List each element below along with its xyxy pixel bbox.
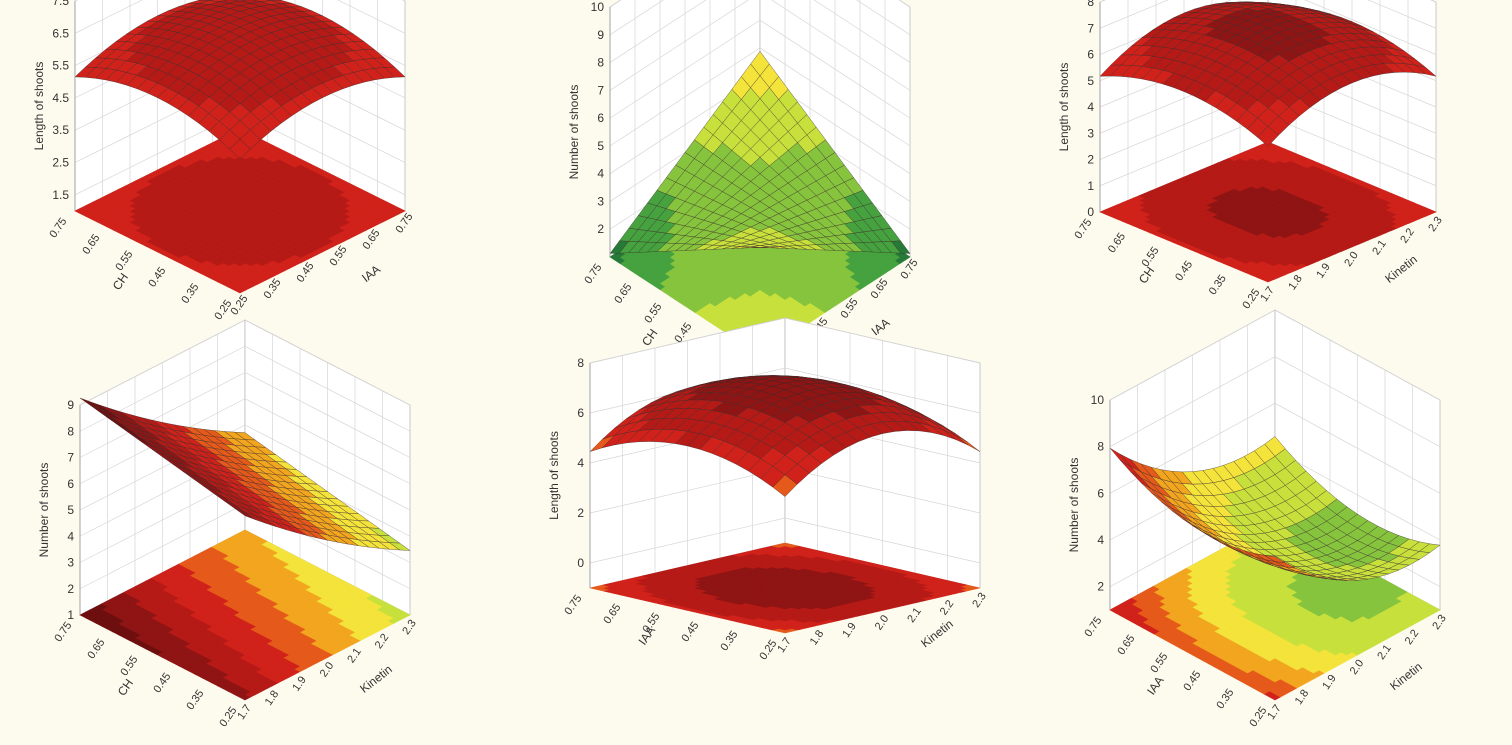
x-tick-label: 1.8 bbox=[263, 688, 282, 707]
x-tick-label: 1.7 bbox=[235, 703, 254, 722]
x-tick-label: 2.1 bbox=[1370, 238, 1389, 257]
y-tick-label: 0.35 bbox=[179, 281, 201, 305]
z-axis-title: Length of shoots bbox=[32, 62, 46, 151]
z-tick-label: 8 bbox=[597, 56, 604, 70]
y-axis-title: CH bbox=[110, 270, 131, 292]
response-surface bbox=[74, 0, 406, 160]
z-axis-title: Length of shoots bbox=[1057, 63, 1071, 152]
z-axis: 1.5 2.5 3.5 4.5 5.5 6.5 7.5 Length of shoots bbox=[32, 0, 76, 211]
z-tick-label: 6 bbox=[597, 111, 604, 125]
y-tick-label: 0.65 bbox=[612, 281, 634, 305]
z-tick-label: 8 bbox=[1087, 0, 1094, 9]
x-axis-title: IAA bbox=[869, 315, 893, 338]
x-axis-title: IAA bbox=[359, 262, 383, 285]
z-tick-label: 3 bbox=[1087, 126, 1094, 140]
x-axis-title: Kinetin bbox=[357, 662, 395, 696]
z-tick-label: 6.5 bbox=[52, 26, 69, 40]
z-tick-label: 0 bbox=[1087, 205, 1094, 219]
y-tick-label: 0.65 bbox=[80, 232, 102, 256]
y-tick-label: 0.55 bbox=[113, 249, 135, 273]
z-tick-label: 5 bbox=[597, 139, 604, 153]
z-tick-label: 1 bbox=[1087, 179, 1094, 193]
y-tick-label: 0.25 bbox=[1240, 287, 1262, 311]
z-axis-title: Number of shoots bbox=[37, 463, 51, 558]
surface-patch bbox=[231, 0, 249, 2]
z-tick-label: 4 bbox=[597, 167, 604, 181]
y-tick-label: 0.65 bbox=[1106, 231, 1128, 255]
x-tick-label: 2.0 bbox=[1342, 250, 1361, 269]
y-tick-label: 0.45 bbox=[146, 265, 168, 289]
y-tick-label: 0.75 bbox=[52, 620, 74, 644]
x-tick-label: 1.9 bbox=[1314, 261, 1333, 280]
z-tick-label: 4 bbox=[67, 529, 74, 543]
x-tick-label: 2.2 bbox=[373, 632, 392, 651]
y-tick-label: 0.35 bbox=[184, 688, 206, 712]
y-tick-label: 0.65 bbox=[85, 637, 107, 661]
y-tick-label: 0.55 bbox=[642, 301, 664, 325]
contour-floor bbox=[74, 128, 406, 294]
x-tick-label: 1.8 bbox=[1286, 273, 1305, 292]
z-tick-label: 6 bbox=[1087, 48, 1094, 62]
z-tick-label: 9 bbox=[67, 398, 74, 412]
z-tick-label: 2 bbox=[597, 222, 604, 236]
z-tick-label: 10 bbox=[591, 0, 605, 14]
x-tick-label: 2.0 bbox=[318, 660, 337, 679]
y-tick-label: 0.75 bbox=[582, 262, 604, 286]
y-tick-label: 0.55 bbox=[118, 654, 140, 678]
y-tick-label: 0.45 bbox=[1173, 259, 1195, 283]
y-tick-label: 0.35 bbox=[1207, 273, 1229, 297]
z-axis-title: Number of shoots bbox=[567, 85, 581, 180]
x-tick-label: 2.1 bbox=[345, 646, 364, 665]
z-tick-label: 5 bbox=[67, 503, 74, 517]
z-tick-label: 3 bbox=[67, 556, 74, 570]
z-tick-label: 5.5 bbox=[52, 59, 69, 73]
x-tick-label: 2.3 bbox=[400, 618, 419, 637]
x-tick-label: 1.7 bbox=[1258, 285, 1277, 304]
z-tick-label: 2 bbox=[1087, 153, 1094, 167]
y-axis-title: CH bbox=[115, 676, 136, 698]
z-tick-label: 7 bbox=[67, 451, 74, 465]
z-tick-label: 1 bbox=[67, 608, 74, 622]
z-tick-label: 1.5 bbox=[52, 188, 69, 202]
z-axis: 1 2 3 4 5 6 7 8 9 Number of shoots bbox=[37, 398, 81, 622]
z-tick-label: 9 bbox=[597, 28, 604, 42]
y-tick-label: 0.45 bbox=[151, 671, 173, 695]
y-tick-label: 0.75 bbox=[1072, 217, 1094, 241]
x-tick-label: 0.25 bbox=[228, 293, 250, 317]
z-tick-label: 6 bbox=[67, 477, 74, 491]
z-tick-label: 8 bbox=[67, 424, 74, 438]
surface-plot-3: 0 1 2 3 4 5 6 7 8 Length of shoots 0.25 0.35 0.45 0.5… bbox=[1057, 0, 1445, 311]
x-tick-label: 1.9 bbox=[290, 674, 309, 693]
z-tick-label: 7 bbox=[1087, 21, 1094, 35]
y-tick-label: 0.55 bbox=[1140, 245, 1162, 269]
x-tick-label: 2.2 bbox=[1398, 226, 1417, 245]
y-tick-label: 0.25 bbox=[217, 705, 239, 729]
y-axis-title: CH bbox=[1136, 264, 1157, 286]
z-tick-label: 7.5 bbox=[52, 0, 69, 8]
z-tick-label: 3 bbox=[597, 194, 604, 208]
z-tick-label: 4.5 bbox=[52, 91, 69, 105]
z-tick-label: 7 bbox=[597, 83, 604, 97]
surface-patch bbox=[229, 138, 251, 160]
z-tick-label: 2.5 bbox=[52, 156, 69, 170]
x-tick-label: 2.3 bbox=[1426, 215, 1445, 234]
z-tick-label: 4 bbox=[1087, 100, 1094, 114]
z-tick-label: 5 bbox=[1087, 74, 1094, 88]
z-tick-label: 3.5 bbox=[52, 123, 69, 137]
z-tick-label: 2 bbox=[67, 582, 74, 596]
z-axis: 2 3 4 5 6 7 8 9 10 Number of shoots bbox=[567, 0, 611, 257]
y-axis-title: CH bbox=[639, 326, 660, 348]
y-tick-label: 0.75 bbox=[47, 216, 69, 240]
surface-plot-1: 1.5 2.5 3.5 4.5 5.5 6.5 7.5 Length of shoots 0.2… bbox=[32, 0, 416, 322]
z-axis: 0 1 2 3 4 5 6 7 8 Length of shoots bbox=[1057, 0, 1101, 219]
x-axis-title: Kinetin bbox=[1382, 252, 1420, 286]
surface-plot-4: 1 2 3 4 5 6 7 8 9 Number of shoots 0.25 0.35 0.45 0.5… bbox=[37, 319, 419, 729]
